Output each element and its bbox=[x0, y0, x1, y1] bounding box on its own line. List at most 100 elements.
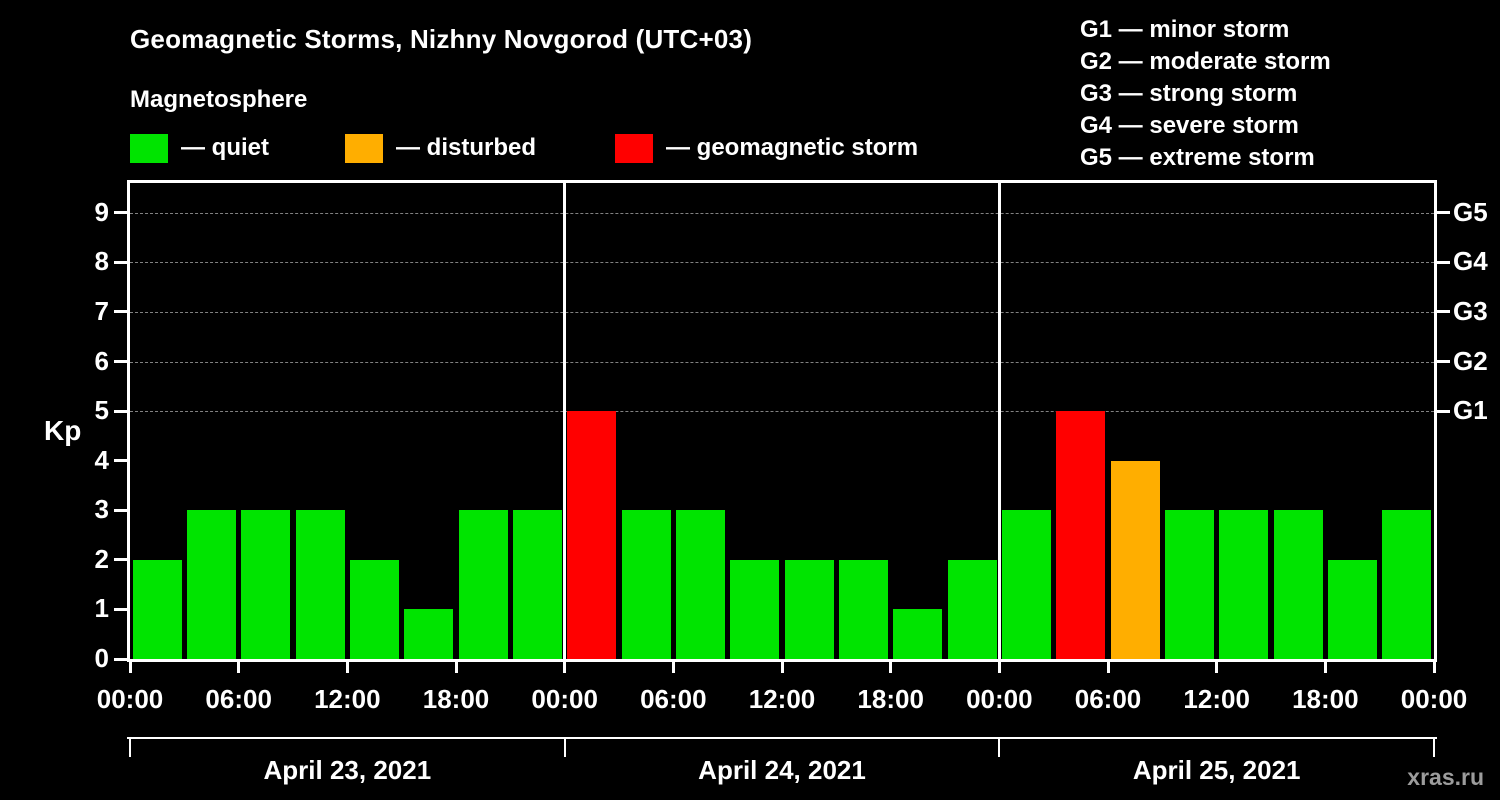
kp-bar-quiet bbox=[1382, 510, 1432, 659]
x-tick-mark bbox=[1106, 662, 1110, 673]
x-tick-label: 18:00 bbox=[422, 684, 490, 714]
gridline-kp-8 bbox=[130, 262, 1434, 264]
x-tick-mark bbox=[237, 662, 241, 673]
day-separator bbox=[997, 183, 1001, 659]
kp-bar-quiet bbox=[132, 559, 182, 659]
gridline-kp-9 bbox=[130, 212, 1434, 214]
x-tick-label: 18:00 bbox=[1292, 684, 1359, 714]
y-tick-label-8: 8 bbox=[94, 246, 109, 277]
y-tick-label-4: 4 bbox=[94, 444, 109, 475]
kp-bar-quiet bbox=[893, 609, 943, 659]
quiet-color-swatch bbox=[130, 133, 168, 163]
kp-bar-quiet bbox=[730, 559, 780, 659]
date-bracket bbox=[127, 737, 1437, 739]
x-tick-label: 06:00 bbox=[205, 684, 272, 714]
date-bracket-tick bbox=[129, 737, 131, 757]
g-tick-mark bbox=[1437, 310, 1450, 314]
x-tick-mark bbox=[1432, 662, 1436, 673]
x-tick-mark bbox=[1215, 662, 1219, 673]
day-separator bbox=[563, 183, 567, 659]
x-tick-label: 12:00 bbox=[748, 684, 816, 714]
y-tick-label-2: 2 bbox=[94, 543, 109, 574]
g-legend-line-1: G1 — minor storm bbox=[1080, 16, 1290, 43]
legend-item-disturbed: — disturbed bbox=[345, 133, 536, 163]
g-tick-mark bbox=[1437, 260, 1450, 264]
legend-label-disturbed: — disturbed bbox=[396, 134, 537, 161]
x-tick-mark bbox=[128, 662, 132, 673]
plot-area bbox=[127, 180, 1437, 662]
y-tick-mark bbox=[114, 360, 127, 363]
x-tick-label: 06:00 bbox=[1074, 684, 1142, 714]
gridline-kp-6 bbox=[130, 361, 1434, 363]
g-legend-line-5: G5 — extreme storm bbox=[1080, 144, 1315, 171]
kp-bar-disturbed bbox=[1110, 460, 1160, 659]
g-level-label-G2: G2 bbox=[1453, 345, 1488, 376]
x-tick-label: 00:00 bbox=[1400, 684, 1468, 714]
y-axis-label: Kp bbox=[44, 415, 82, 446]
date-label: April 23, 2021 bbox=[263, 755, 432, 785]
kp-bar-quiet bbox=[241, 510, 291, 659]
kp-bar-quiet bbox=[621, 510, 671, 659]
kp-bar-quiet bbox=[458, 510, 508, 659]
gridline-kp-7 bbox=[130, 311, 1434, 313]
kp-bar-quiet bbox=[512, 510, 563, 659]
kp-bar-storm bbox=[1056, 411, 1106, 659]
legend-item-quiet: — quiet bbox=[130, 133, 269, 163]
y-tick-label-3: 3 bbox=[94, 494, 109, 525]
y-tick-label-7: 7 bbox=[94, 295, 109, 326]
y-tick-mark bbox=[114, 607, 127, 611]
chart-title: Geomagnetic Storms, Nizhny Novgorod (UTC… bbox=[130, 24, 753, 54]
kp-bar-quiet bbox=[838, 559, 889, 659]
kp-bar-quiet bbox=[349, 559, 400, 659]
y-tick-mark bbox=[114, 459, 127, 463]
y-tick-mark bbox=[114, 409, 127, 413]
y-tick-label-6: 6 bbox=[94, 345, 109, 376]
x-tick-label: 12:00 bbox=[1183, 684, 1250, 714]
g-legend-line-3: G3 — strong storm bbox=[1080, 80, 1298, 107]
chart-subtitle: Magnetosphere bbox=[130, 86, 308, 113]
y-tick-mark bbox=[114, 657, 127, 661]
x-tick-mark bbox=[454, 662, 458, 673]
gridline-kp-5 bbox=[130, 411, 1434, 413]
y-tick-mark bbox=[114, 211, 127, 215]
x-tick-mark bbox=[889, 662, 893, 673]
kp-bar-quiet bbox=[675, 510, 726, 659]
x-tick-label: 00:00 bbox=[966, 684, 1033, 714]
kp-bar-quiet bbox=[186, 510, 237, 659]
x-tick-label: 06:00 bbox=[640, 684, 707, 714]
g-tick-mark bbox=[1437, 360, 1450, 363]
y-tick-mark bbox=[114, 260, 127, 264]
g-legend-line-2: G2 — moderate storm bbox=[1080, 48, 1331, 75]
legend-label-storm: — geomagnetic storm bbox=[666, 134, 919, 161]
kp-bar-quiet bbox=[295, 510, 345, 659]
x-tick-label: 18:00 bbox=[857, 684, 924, 714]
date-bracket-tick bbox=[1433, 737, 1435, 757]
disturbed-color-swatch bbox=[345, 133, 383, 163]
g-level-label-G1: G1 bbox=[1453, 394, 1488, 425]
g-level-label-G3: G3 bbox=[1453, 295, 1488, 326]
y-tick-mark bbox=[114, 508, 127, 512]
kp-bar-quiet bbox=[1327, 559, 1378, 659]
x-tick-mark bbox=[671, 662, 675, 673]
g-level-label-G5: G5 bbox=[1453, 196, 1488, 227]
g-tick-mark bbox=[1437, 409, 1450, 413]
x-tick-mark bbox=[563, 662, 567, 673]
watermark: xras.ru bbox=[1407, 764, 1484, 790]
y-tick-mark bbox=[114, 310, 127, 314]
x-tick-label: 00:00 bbox=[96, 684, 164, 714]
y-tick-label-5: 5 bbox=[94, 394, 109, 425]
legend-item-storm: — geomagnetic storm bbox=[615, 133, 918, 163]
y-tick-label-0: 0 bbox=[94, 642, 109, 673]
kp-bar-quiet bbox=[784, 559, 834, 659]
g-level-label-G4: G4 bbox=[1453, 246, 1488, 277]
kp-bar-quiet bbox=[1001, 510, 1052, 659]
kp-bar-quiet bbox=[947, 559, 997, 659]
x-tick-label: 12:00 bbox=[314, 684, 381, 714]
date-label: April 25, 2021 bbox=[1132, 755, 1301, 785]
kp-bar-quiet bbox=[404, 609, 454, 659]
x-tick-mark bbox=[345, 662, 349, 673]
y-tick-label-1: 1 bbox=[94, 593, 109, 624]
x-tick-mark bbox=[780, 662, 784, 673]
legend-label-quiet: — quiet bbox=[181, 134, 269, 161]
